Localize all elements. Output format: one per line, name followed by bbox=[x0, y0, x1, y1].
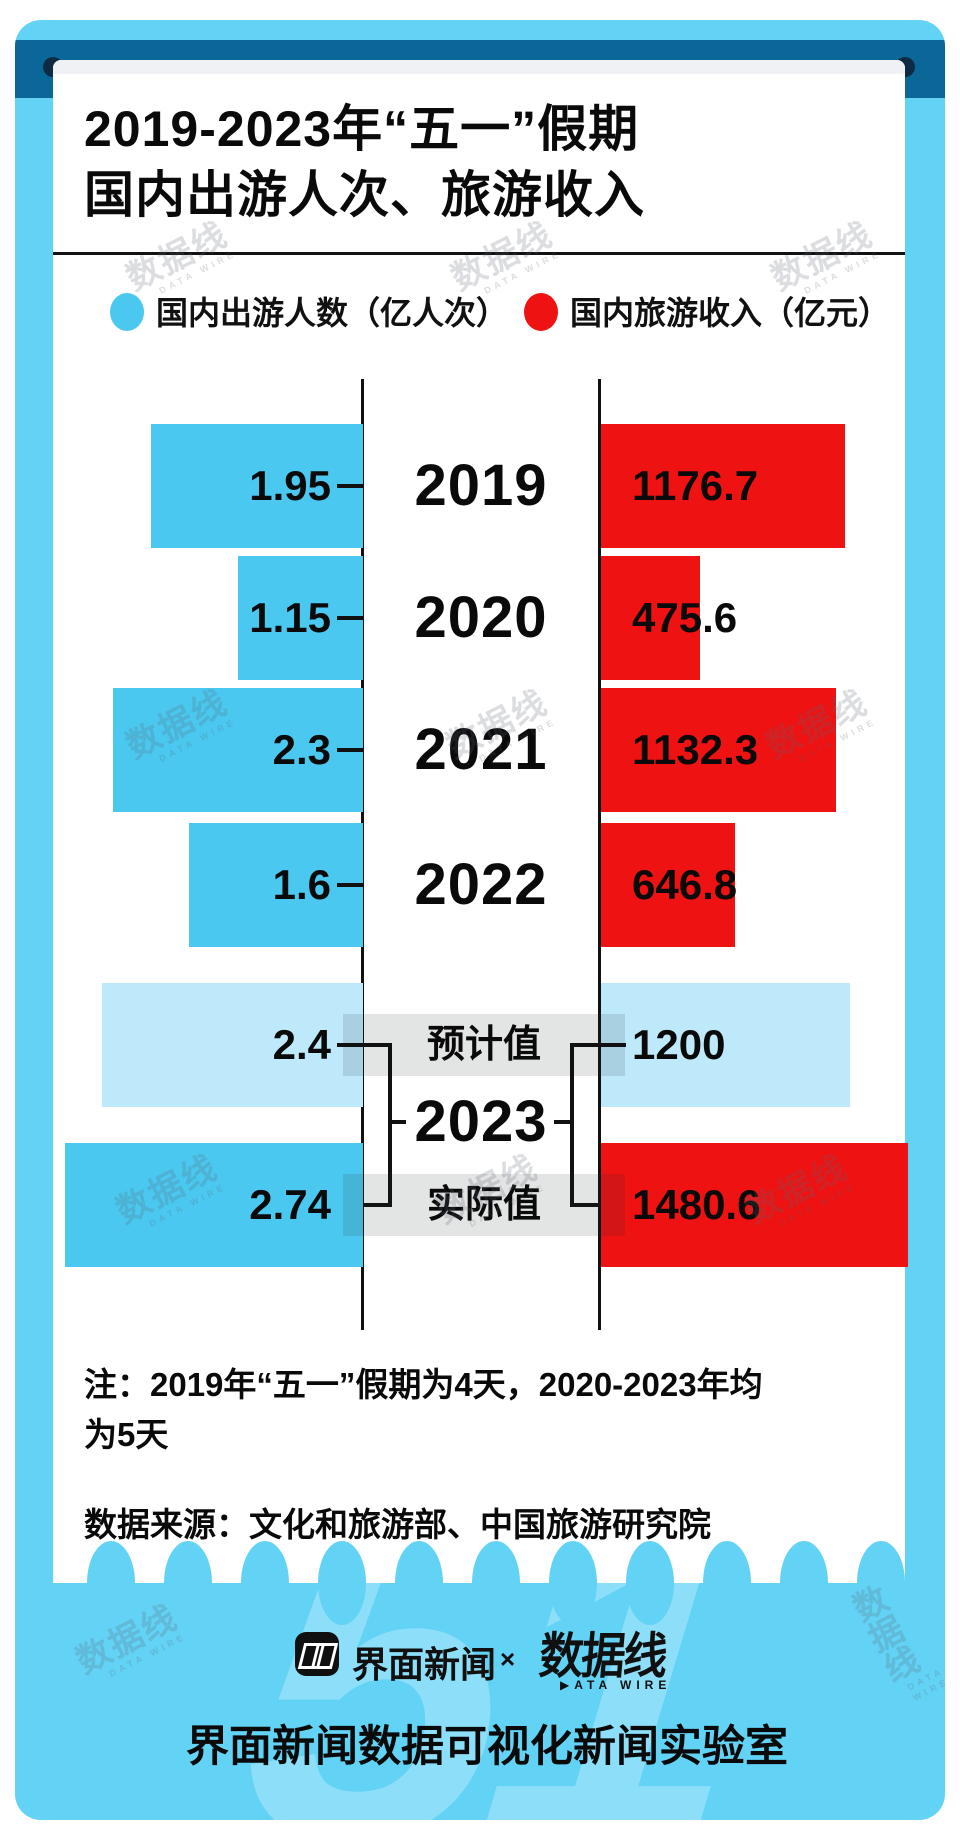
trips-bar-2021 bbox=[113, 688, 363, 812]
revenue-bar-2023-actual bbox=[601, 1143, 908, 1267]
revenue-value-2019: 1176.7 bbox=[632, 462, 759, 509]
actual-label: 实际值 bbox=[426, 1184, 541, 1226]
scallop bbox=[549, 1541, 597, 1625]
left-tick-2019 bbox=[337, 484, 363, 488]
page-title-line2: 国内出游人次、旅游收入 bbox=[84, 167, 645, 223]
legend-dot-revenue bbox=[524, 293, 558, 331]
left-tick-2020 bbox=[337, 616, 363, 620]
scallop bbox=[626, 1541, 674, 1625]
jiemian-logo-text: 界面新闻 bbox=[352, 1644, 497, 1685]
jiemian-logo-icon bbox=[295, 1632, 339, 1676]
year-label-2023: 2023 bbox=[414, 1089, 548, 1154]
revenue-bar-2023-estimate bbox=[601, 983, 850, 1107]
revenue-bar-2019 bbox=[601, 424, 845, 548]
trips-bar-2022 bbox=[189, 823, 363, 947]
left-tick-2022 bbox=[337, 883, 363, 887]
left-tick-2021 bbox=[337, 748, 363, 752]
bracket-right-vertical bbox=[570, 1043, 574, 1207]
revenue-value-2022: 646.8 bbox=[632, 861, 738, 908]
scallop bbox=[395, 1541, 443, 1625]
scallop bbox=[780, 1541, 828, 1625]
revenue-bar-2022 bbox=[601, 823, 735, 947]
revenue-value-2021: 1132.3 bbox=[632, 726, 759, 773]
scallop bbox=[703, 1541, 751, 1625]
revenue-value-2023-estimate: 1200 bbox=[632, 1021, 726, 1068]
right-axis bbox=[598, 379, 601, 1330]
trips-value-2021: 2.3 bbox=[272, 726, 331, 773]
card-top-strip bbox=[53, 60, 905, 74]
scallop bbox=[857, 1541, 905, 1625]
trips-value-2022: 1.6 bbox=[272, 861, 331, 908]
scallop bbox=[472, 1541, 520, 1625]
trips-bar-2023-actual bbox=[65, 1143, 363, 1267]
bracket-left-bottom bbox=[337, 1203, 391, 1207]
legend-label-revenue: 国内旅游收入（亿元） bbox=[570, 295, 891, 331]
bracket-left-vertical bbox=[388, 1043, 392, 1207]
revenue-value-2023-actual: 1480.6 bbox=[632, 1181, 761, 1228]
legend-label-trips: 国内出游人数（亿人次） bbox=[156, 295, 509, 331]
lab-title: 界面新闻数据可视化新闻实验室 bbox=[186, 1723, 788, 1771]
bracket-left-mid-stub bbox=[388, 1120, 406, 1124]
content-card bbox=[53, 60, 905, 1583]
year-label-2020: 2020 bbox=[414, 585, 548, 650]
data-source: 数据来源：文化和旅游部、中国旅游研究院 bbox=[84, 1506, 711, 1543]
revenue-bar-2021 bbox=[601, 688, 836, 812]
scallop bbox=[87, 1541, 135, 1625]
year-label-2019: 2019 bbox=[414, 453, 548, 518]
year-label-2022: 2022 bbox=[414, 852, 548, 917]
trips-value-2023-estimate: 2.4 bbox=[272, 1021, 331, 1068]
legend-dot-trips bbox=[110, 293, 144, 331]
actual-label-box: 实际值 bbox=[343, 1174, 625, 1236]
bracket-right-top bbox=[572, 1043, 626, 1047]
page-title-line1: 2019-2023年“五一”假期 bbox=[84, 101, 640, 157]
datawire-logo-text: 数据线 bbox=[537, 1629, 668, 1685]
bracket-right-bottom bbox=[572, 1203, 626, 1207]
note-line2: 为5天 bbox=[84, 1416, 169, 1453]
trips-bar-2019 bbox=[151, 424, 363, 548]
revenue-bar-2020 bbox=[601, 556, 700, 680]
bracket-right-mid-stub bbox=[554, 1120, 574, 1124]
trips-value-2023-actual: 2.74 bbox=[249, 1181, 331, 1228]
datawire-logo-subtext: ▶ATA WIRE bbox=[560, 1678, 672, 1692]
note-line1: 注：2019年“五一”假期为4天，2020-2023年均 bbox=[84, 1366, 763, 1403]
revenue-value-2020: 475.6 bbox=[632, 594, 738, 641]
bracket-left-top bbox=[337, 1043, 391, 1047]
scallop bbox=[164, 1541, 212, 1625]
trips-bar-2023-estimate bbox=[102, 983, 363, 1107]
title-divider bbox=[53, 252, 905, 255]
scallop bbox=[318, 1541, 366, 1625]
scallop bbox=[241, 1541, 289, 1625]
estimate-label: 预计值 bbox=[426, 1024, 541, 1066]
trips-value-2019: 1.95 bbox=[249, 462, 331, 509]
year-label-2021: 2021 bbox=[414, 717, 548, 782]
cross-icon: × bbox=[500, 1644, 516, 1674]
trips-value-2020: 1.15 bbox=[249, 594, 331, 641]
